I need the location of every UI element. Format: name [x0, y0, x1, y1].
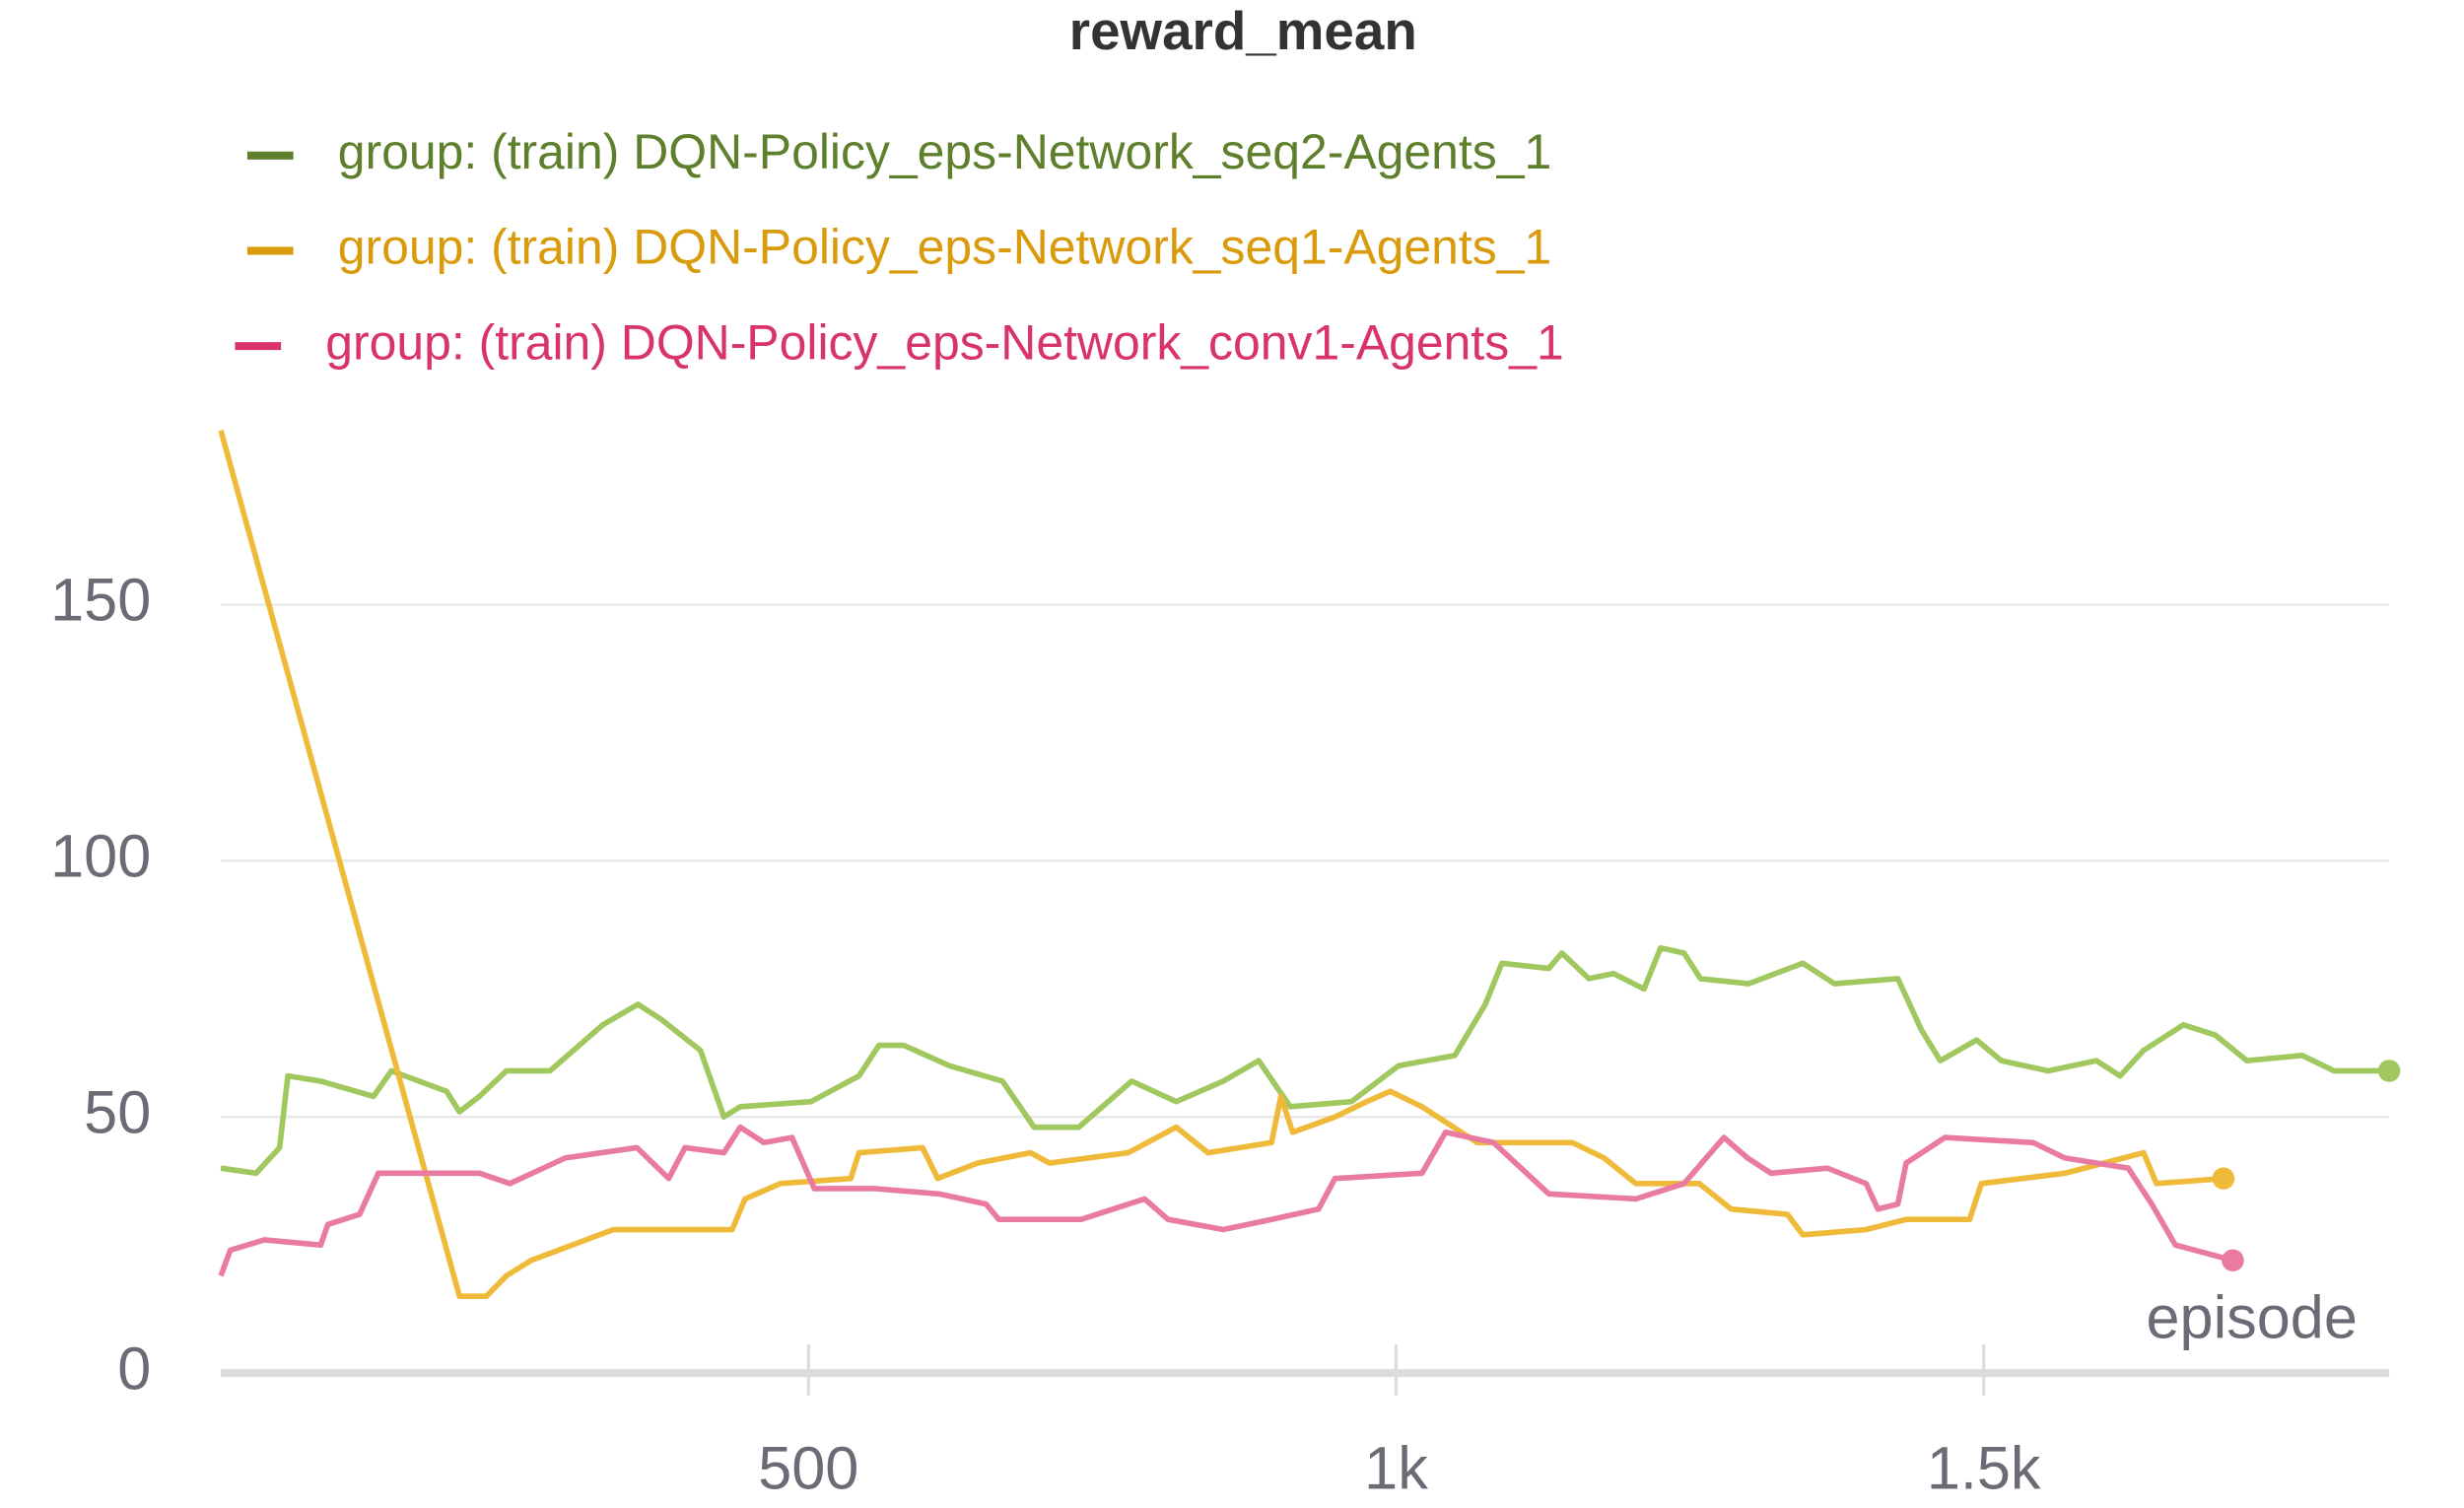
y-tick-label: 50	[84, 1078, 151, 1145]
legend-label: group: (train) DQN-Policy_eps-Network_se…	[338, 124, 1552, 179]
end-point	[2377, 1060, 2401, 1082]
x-axis-label: episode	[2147, 1284, 2358, 1351]
series-line	[218, 430, 2224, 1299]
y-tick-label: 100	[50, 823, 151, 890]
end-point	[2212, 1167, 2235, 1190]
x-tick-label: 1k	[1364, 1435, 1428, 1502]
series-line	[220, 944, 2390, 1177]
chart-title: reward_mean	[1069, 0, 1417, 61]
legend-label: group: (train) DQN-Policy_eps-Network_se…	[338, 220, 1552, 275]
y-tick-label: 0	[117, 1335, 151, 1402]
x-tick-label: 500	[758, 1435, 858, 1502]
y-tick-label: 150	[50, 567, 151, 634]
series-line	[218, 1124, 2234, 1277]
legend-label: group: (train) DQN-Policy_eps-Network_co…	[325, 314, 1564, 370]
x-tick-label: 1.5k	[1927, 1435, 2041, 1502]
end-point	[2222, 1249, 2244, 1272]
